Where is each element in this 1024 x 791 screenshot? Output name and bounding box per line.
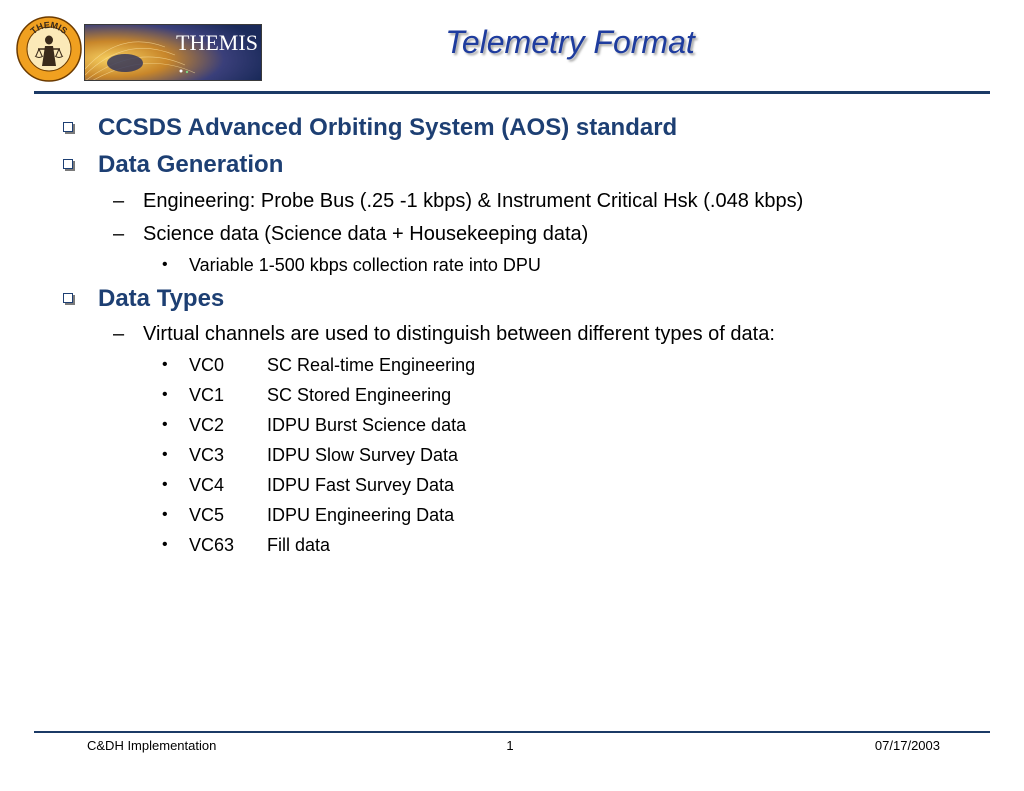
outline-item-variable-rate: Variable 1-500 kbps collection rate into… <box>189 255 541 275</box>
dash-bullet-icon: – <box>113 223 125 245</box>
square-bullet-icon <box>63 122 73 132</box>
outline-item-data-generation: Data Generation <box>98 151 284 178</box>
vc-code: VC4 <box>189 475 225 495</box>
vc-code: VC5 <box>189 505 225 525</box>
dot-bullet-icon: • <box>162 476 168 493</box>
slide-title: Telemetry Format <box>445 24 695 60</box>
dot-bullet-icon: • <box>162 536 168 553</box>
themis-seal-logo: THEMIS <box>16 16 82 82</box>
square-bullet-icon <box>63 159 73 169</box>
dot-bullet-icon: • <box>162 356 168 373</box>
dot-bullet-icon: • <box>162 256 168 273</box>
footer-presentation-name: C&DH Implementation <box>87 738 217 753</box>
dot-bullet-icon: • <box>162 446 168 463</box>
dash-bullet-icon: – <box>113 323 125 345</box>
dot-bullet-icon: • <box>162 386 168 403</box>
outline-item-data-types: Data Types <box>98 285 225 312</box>
vc-code: VC0 <box>189 355 225 375</box>
vc-code: VC63 <box>189 535 235 555</box>
footer-page-number: 1 <box>506 738 514 753</box>
dot-bullet-icon: • <box>162 506 168 523</box>
vc-description: IDPU Burst Science data <box>267 415 467 435</box>
footer-divider <box>34 731 990 733</box>
vc-description: IDPU Engineering Data <box>267 505 455 525</box>
vc-code: VC1 <box>189 385 225 405</box>
dash-bullet-icon: – <box>113 190 125 212</box>
vc-description: Fill data <box>267 535 331 555</box>
header-divider <box>34 91 990 94</box>
vc-code: VC3 <box>189 445 225 465</box>
vc-code: VC2 <box>189 415 225 435</box>
outline-item-engineering: Engineering: Probe Bus (.25 -1 kbps) & I… <box>143 190 804 212</box>
banner-text: THEMIS <box>176 30 258 55</box>
vc-description: SC Real-time Engineering <box>267 355 476 375</box>
dot-bullet-icon: • <box>162 416 168 433</box>
vc-description: IDPU Slow Survey Data <box>267 445 459 465</box>
vc-description: SC Stored Engineering <box>267 385 452 405</box>
outline-item-virtual-channels: Virtual channels are used to distinguish… <box>143 323 775 345</box>
footer-date: 07/17/2003 <box>874 738 940 753</box>
vc-description: IDPU Fast Survey Data <box>267 475 455 495</box>
square-bullet-icon <box>63 293 73 303</box>
outline-item-aos-standard: CCSDS Advanced Orbiting System (AOS) sta… <box>98 114 678 141</box>
outline-item-science-data: Science data (Science data + Housekeepin… <box>143 223 589 245</box>
themis-banner-logo: THEMIS <box>84 24 262 81</box>
